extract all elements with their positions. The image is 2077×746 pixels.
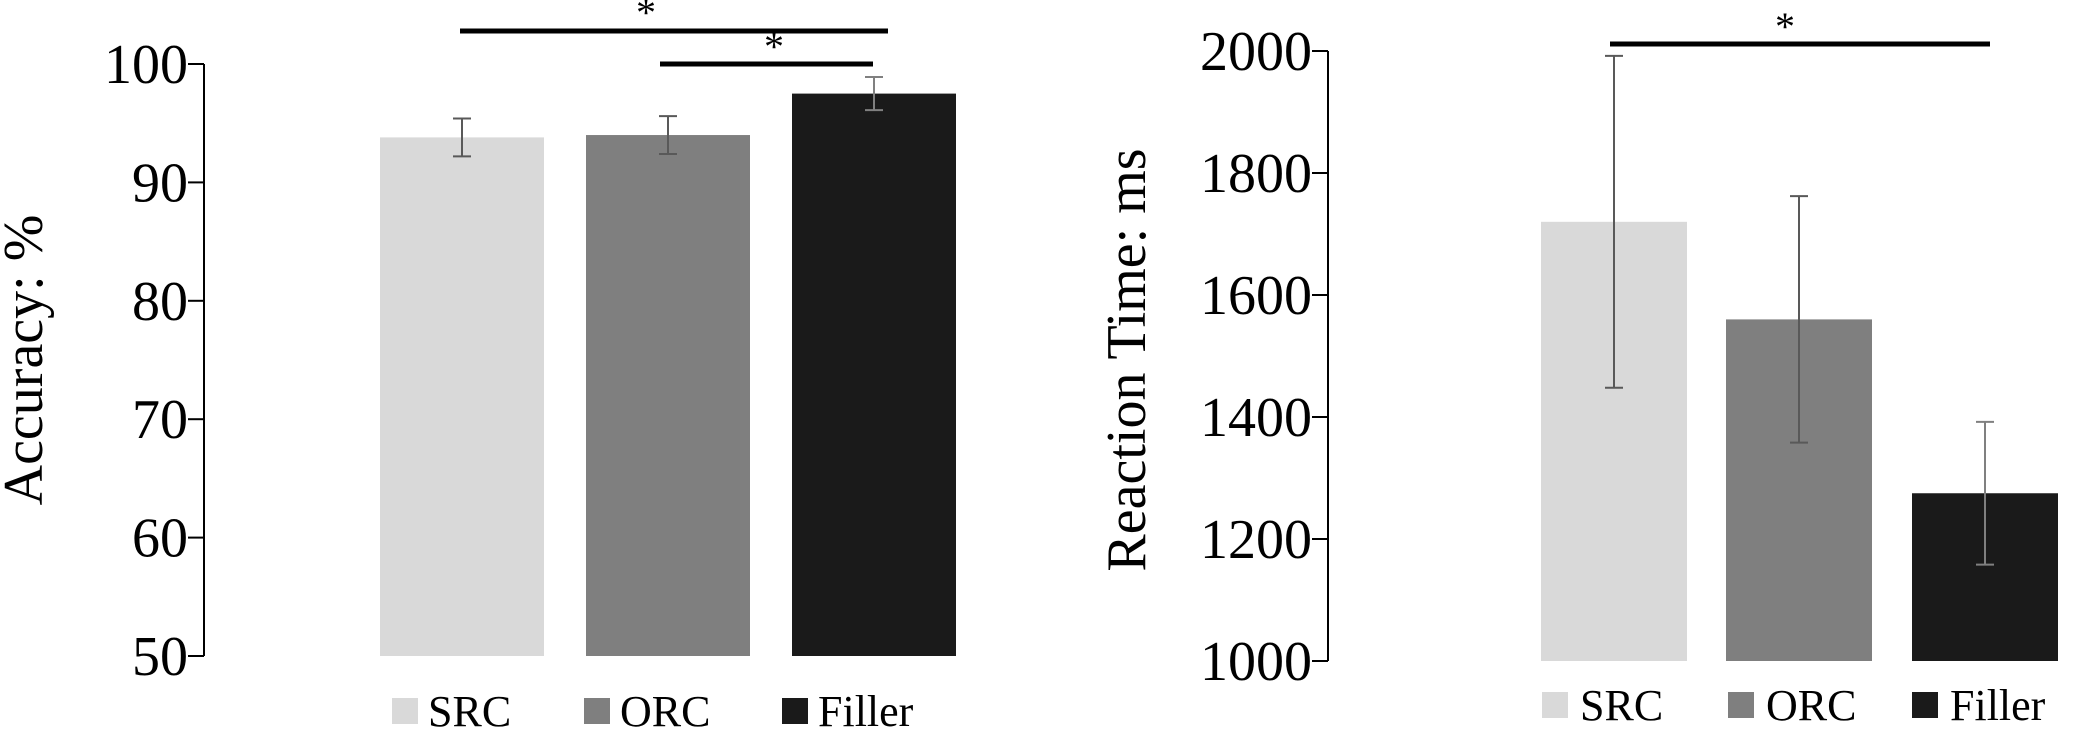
bar-orc [586,135,750,657]
y-tick-label: 1200 [1200,509,1312,571]
y-tick-label: 1000 [1200,631,1312,693]
y-tick-label: 1400 [1200,387,1312,449]
significance-star: * [764,24,784,69]
chart-2: 1000 1200 1400 1600 1800 2000 Reaction Time: m… [1096,4,2058,730]
legend-swatch-filler [1912,692,1938,718]
legend-swatch-orc [584,698,610,724]
legend-label-src: SRC [428,687,511,736]
legend-swatch-orc [1728,692,1754,718]
y-tick-label: 90 [132,152,188,214]
y-tick-label: 100 [104,34,188,96]
y-axis-title: Reaction Time: ms [1096,148,1158,571]
y-tick-label: 2000 [1200,21,1312,83]
chart-1: 50 60 70 80 90 100 Accuracy: % * * SRC ORC Filler [0,0,956,736]
y-tick-label: 70 [132,389,188,451]
bar-filler [792,93,956,657]
y-tick-label: 50 [132,626,188,688]
y-tick-label: 1600 [1200,265,1312,327]
legend-swatch-src [392,698,418,724]
significance-star: * [636,0,656,35]
legend-label-src: SRC [1580,681,1663,730]
y-tick-label: 80 [132,271,188,333]
y-axis-title: Accuracy: % [0,215,55,506]
legend-label-orc: ORC [1766,681,1856,730]
legend-swatch-filler [782,698,808,724]
bar-src [380,137,544,656]
legend-swatch-src [1542,692,1568,718]
legend-label-filler: Filler [1950,681,2046,730]
legend-label-filler: Filler [818,687,914,736]
legend-label-orc: ORC [620,687,710,736]
y-tick-label: 60 [132,508,188,570]
y-tick-label: 1800 [1200,143,1312,205]
significance-star: * [1775,4,1795,49]
